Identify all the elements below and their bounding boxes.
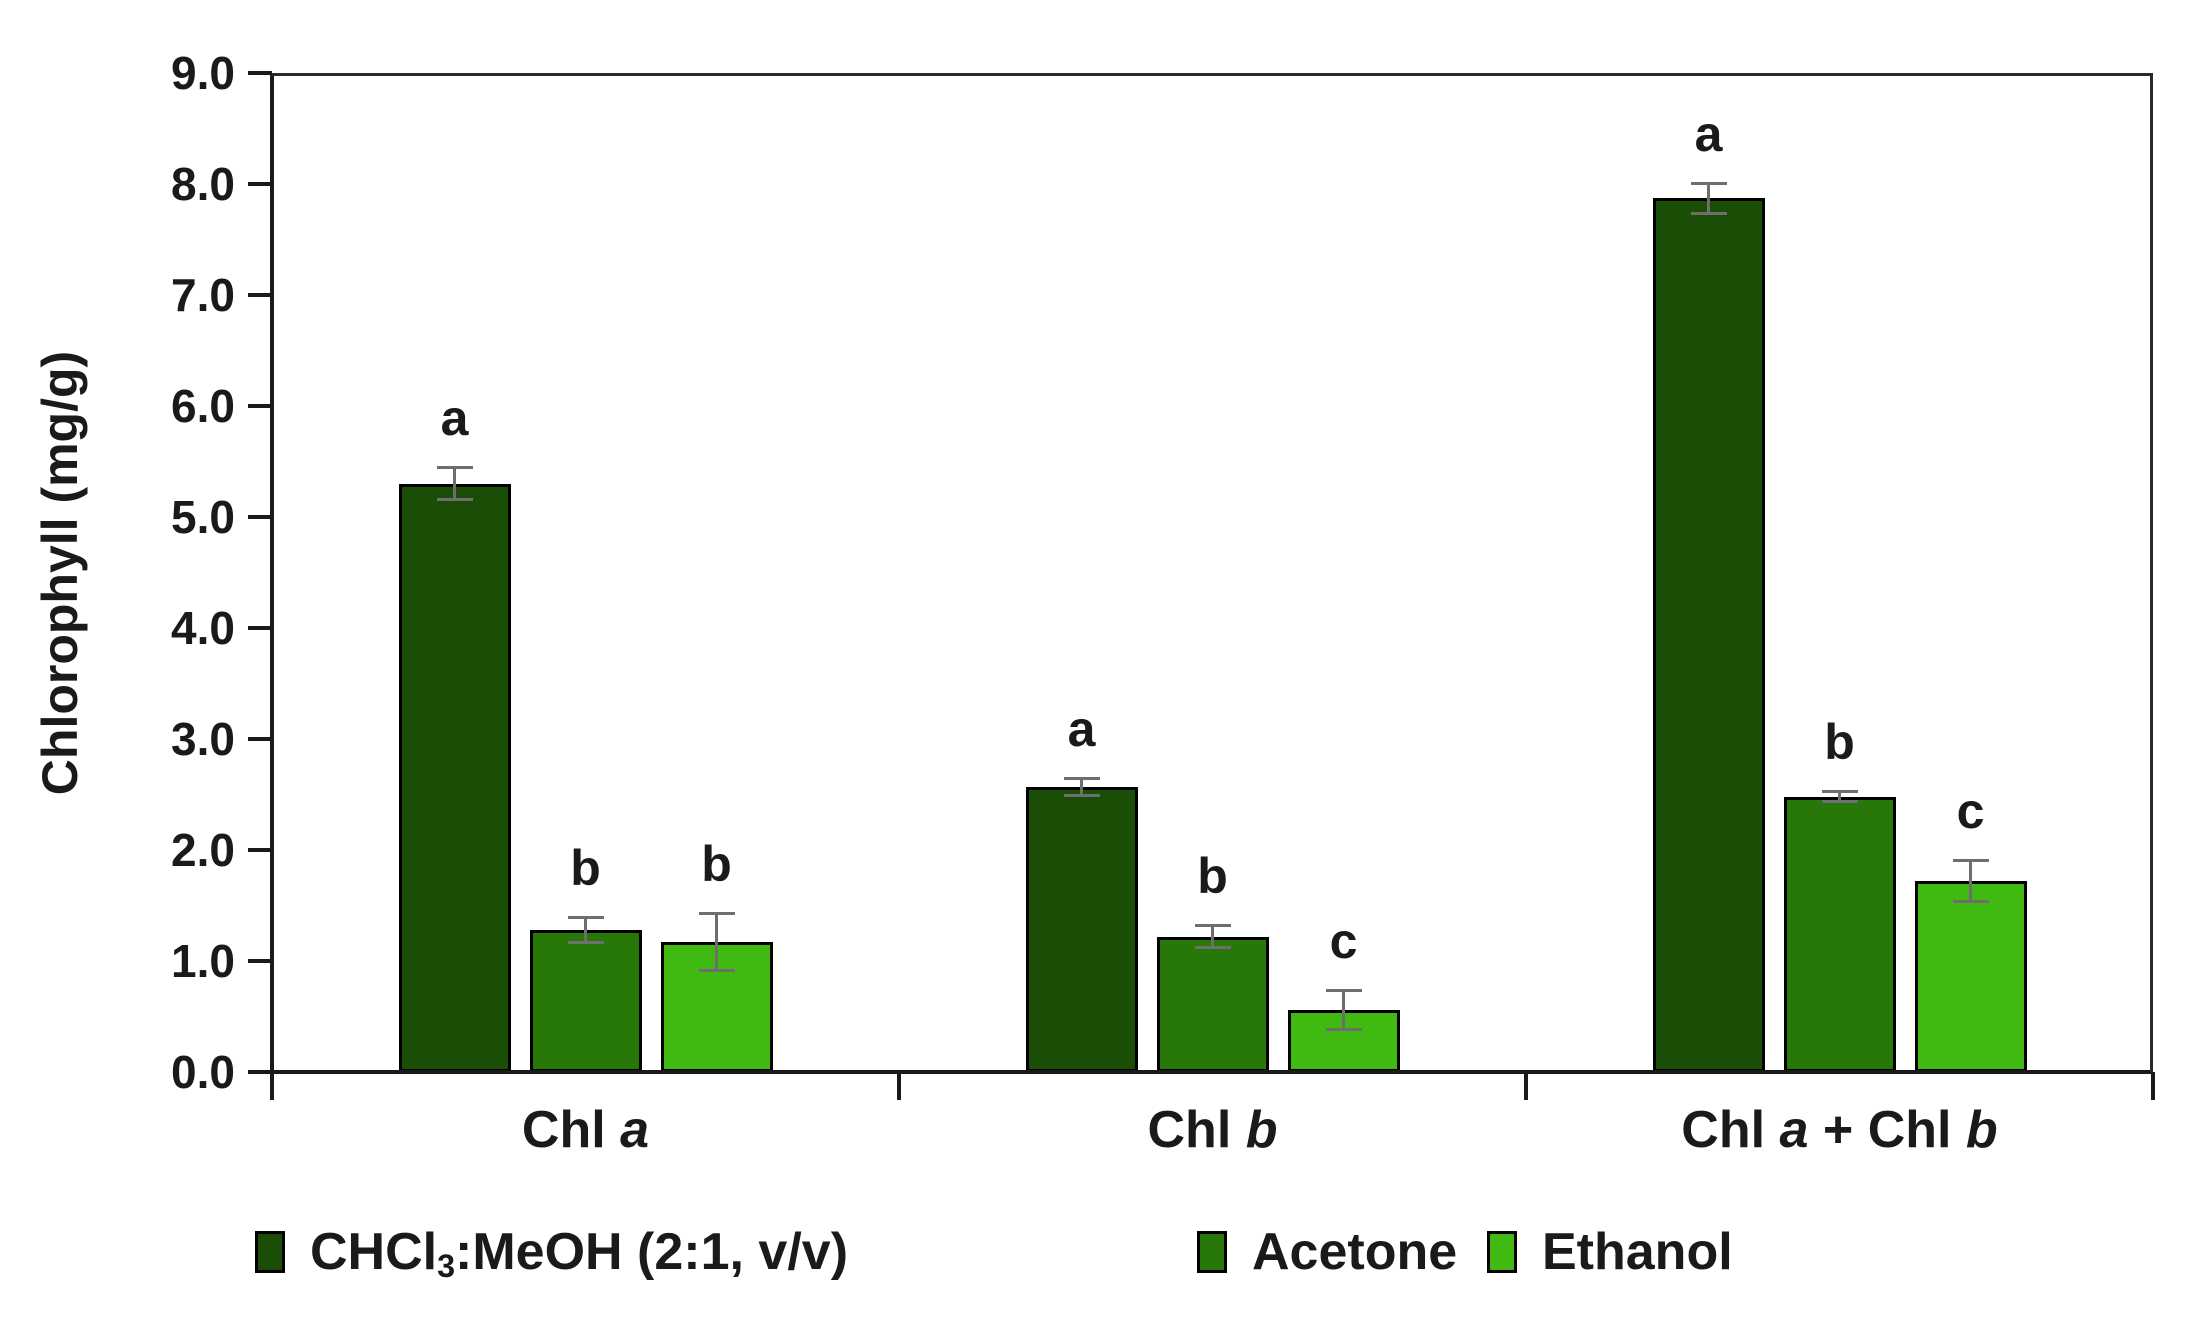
error-bar-cap-bottom [1325, 1027, 1362, 1031]
y-tick [248, 293, 272, 297]
y-tick-label: 7.0 [171, 269, 235, 321]
y-axis-title: Chlorophyll (mg/g) [32, 350, 88, 796]
plot-right-border [2150, 73, 2153, 1072]
error-bar-cap-top [1690, 181, 1727, 185]
significance-letter: a [1067, 700, 1096, 757]
significance-letter: b [1824, 714, 1855, 771]
y-tick [248, 959, 272, 963]
error-bar-line [1211, 925, 1214, 948]
y-tick-label: 4.0 [171, 602, 235, 654]
label-text: Chl [1681, 1101, 1780, 1159]
y-tick-label: 9.0 [171, 47, 235, 99]
error-bar-cap-bottom [1821, 800, 1858, 804]
error-bar-cap-top [1063, 776, 1100, 780]
error-bar-line [584, 916, 587, 944]
y-tick-label: 5.0 [171, 491, 235, 543]
error-bar-line [715, 913, 718, 971]
bar-Chl a-CHCl3:MeOH (2:1, v/v) [398, 483, 511, 1072]
x-tick [897, 1072, 901, 1100]
label-text: a [620, 1101, 650, 1159]
error-bar-cap-top [1821, 790, 1858, 794]
x-category-label-Chl b: Chl b [899, 1100, 1526, 1160]
error-bar-cap-bottom [567, 941, 604, 945]
label-text: :MeOH (2:1, v/v) [455, 1223, 849, 1281]
error-bar-cap-bottom [1690, 211, 1727, 215]
bar-Chl b-CHCl3:MeOH (2:1, v/v) [1025, 786, 1138, 1072]
label-text: CHCl [310, 1223, 438, 1281]
error-bar-cap-top [1325, 988, 1362, 992]
error-bar-cap-top [1952, 858, 1989, 862]
bar-Chl a-Acetone [529, 929, 642, 1072]
label-text: Acetone [1252, 1223, 1458, 1281]
error-bar-line [1969, 859, 1972, 903]
error-bar-line [1342, 989, 1345, 1030]
y-tick [248, 182, 272, 186]
legend-swatch-Ethanol [1487, 1231, 1517, 1273]
bar-Chl b-Acetone [1156, 936, 1269, 1072]
y-tick [248, 515, 272, 519]
label-text: b [1965, 1101, 1998, 1159]
bar-Chl a + Chl b-Acetone [1783, 796, 1896, 1072]
label-text: + Chl [1808, 1101, 1966, 1159]
significance-letter: b [570, 839, 601, 896]
significance-letter: a [1694, 105, 1723, 162]
error-bar-cap-top [1194, 924, 1231, 928]
label-text: a [1779, 1101, 1809, 1159]
y-tick [248, 848, 272, 852]
significance-letter: b [701, 836, 732, 893]
x-axis-line [272, 1070, 2153, 1074]
error-bar-cap-bottom [1952, 900, 1989, 904]
label-text: 3 [437, 1248, 456, 1285]
legend-label-Acetone: Acetone [1252, 1222, 1457, 1282]
y-tick-label: 0.0 [171, 1046, 235, 1098]
y-tick-label: 1.0 [171, 935, 235, 987]
legend-swatch-Acetone [1197, 1231, 1227, 1273]
error-bar-cap-bottom [1063, 793, 1100, 797]
error-bar-cap-top [698, 912, 735, 916]
legend-swatch-CHCl3:MeOH (2:1, v/v) [255, 1231, 285, 1273]
bar-Chl a + Chl b-Ethanol [1914, 881, 2027, 1072]
label-text: Chl [1147, 1101, 1246, 1159]
x-tick [1524, 1072, 1528, 1100]
y-tick [248, 737, 272, 741]
significance-letter: c [1329, 912, 1358, 969]
error-bar-line [1080, 777, 1083, 796]
y-tick [248, 626, 272, 630]
significance-letter: c [1956, 782, 1985, 839]
error-bar-cap-top [567, 915, 604, 919]
error-bar-cap-top [436, 466, 473, 470]
legend-label-Ethanol: Ethanol [1542, 1222, 1733, 1282]
y-tick [248, 71, 272, 75]
y-tick [248, 404, 272, 408]
error-bar-line [1707, 182, 1710, 214]
error-bar-cap-bottom [1194, 945, 1231, 949]
x-tick [2151, 1072, 2155, 1100]
y-tick [248, 1070, 272, 1074]
label-text: b [1245, 1101, 1278, 1159]
y-axis-line [270, 73, 274, 1100]
error-bar-line [1838, 791, 1841, 803]
x-category-label-Chl a + Chl b: Chl a + Chl b [1526, 1100, 2153, 1160]
error-bar-line [453, 467, 456, 501]
significance-letter: a [440, 390, 469, 447]
label-text: Ethanol [1542, 1223, 1733, 1281]
label-text: Chl [521, 1101, 621, 1159]
y-tick-label: 2.0 [171, 824, 235, 876]
error-bar-cap-bottom [436, 498, 473, 502]
legend-label-CHCl3:MeOH (2:1, v/v): CHCl3:MeOH (2:1, v/v) [310, 1222, 848, 1285]
y-tick-label: 3.0 [171, 713, 235, 765]
y-tick-label: 8.0 [171, 158, 235, 210]
y-tick-label: 6.0 [171, 380, 235, 432]
x-category-label-Chl a: Chl a [272, 1100, 899, 1160]
error-bar-cap-bottom [698, 968, 735, 972]
significance-letter: b [1197, 848, 1228, 905]
plot-top-border [272, 73, 2153, 76]
bar-Chl a + Chl b-CHCl3:MeOH (2:1, v/v) [1652, 198, 1765, 1072]
